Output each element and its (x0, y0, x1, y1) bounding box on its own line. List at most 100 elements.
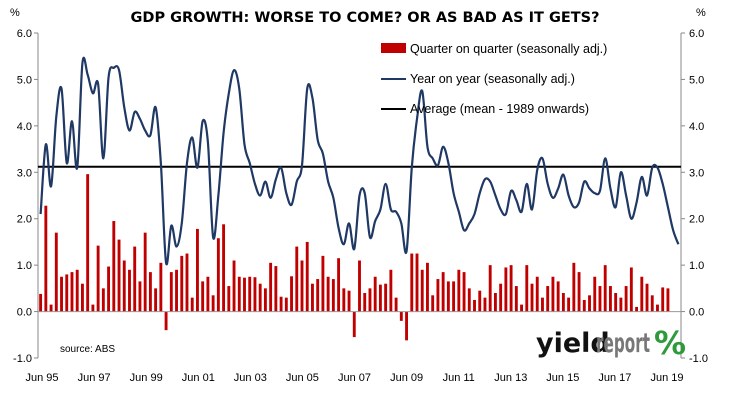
qoq-bar (420, 269, 424, 312)
qoq-bar (81, 283, 84, 312)
qoq-bar (567, 297, 571, 312)
qoq-bar (446, 281, 450, 312)
qoq-bar (347, 290, 351, 312)
right-tick-label: 3.0 (689, 167, 704, 179)
qoq-bar (520, 304, 523, 312)
qoq-bar (65, 274, 69, 312)
qoq-bar (368, 288, 372, 312)
qoq-bar (331, 279, 335, 312)
right-tick-label: 6.0 (689, 28, 704, 40)
qoq-bar (577, 272, 581, 312)
qoq-bar (154, 288, 158, 312)
qoq-bar (504, 267, 508, 312)
qoq-bar (54, 232, 58, 312)
qoq-bar (86, 174, 90, 312)
left-tick-label: 4.0 (17, 121, 32, 133)
qoq-bar (467, 288, 471, 312)
qoq-bar (70, 272, 74, 312)
x-axis: Jun 95 Jun 97 Jun 99 Jun 01 Jun 03 Jun 05 Jun … (25, 372, 683, 384)
qoq-bar (180, 255, 184, 312)
qoq-bar (138, 281, 142, 312)
qoq-bar (143, 232, 147, 312)
qoq-bar (551, 276, 555, 312)
qoq-bar (321, 255, 325, 312)
logo-yield-text: yield (536, 328, 610, 359)
qoq-bar (572, 262, 576, 312)
x-tick-label: Jun 95 (25, 372, 58, 384)
qoq-bar (96, 245, 100, 312)
legend-label-average: Average (mean - 1989 onwards) (410, 102, 589, 116)
qoq-bar (107, 266, 111, 312)
x-tick-label: Jun 03 (234, 372, 267, 384)
qoq-bar (206, 276, 210, 312)
legend-swatch-quarter (381, 43, 406, 53)
qoq-bar (352, 311, 356, 338)
x-tick-label: Jun 99 (130, 372, 163, 384)
quarter-on-quarter-bars (39, 174, 670, 341)
qoq-bar (112, 221, 116, 312)
qoq-bar (582, 299, 586, 312)
right-axis: -1.0 0.0 1.0 2.0 3.0 4.0 5.0 6.0 (681, 28, 708, 365)
qoq-bar (473, 299, 476, 312)
qoq-bar (624, 286, 628, 312)
qoq-bar (650, 295, 654, 312)
logo-report-text: report (596, 328, 650, 359)
qoq-bar (666, 288, 670, 312)
qoq-bar (410, 253, 414, 312)
left-tick-label: -1.0 (13, 353, 32, 365)
qoq-bar (190, 297, 194, 312)
qoq-bar (164, 311, 168, 331)
qoq-bar (284, 297, 288, 312)
qoq-bar (305, 241, 309, 312)
qoq-bar (295, 246, 299, 312)
x-tick-label: Jun 17 (598, 372, 631, 384)
qoq-bar (530, 283, 534, 312)
x-tick-label: Jun 05 (286, 372, 319, 384)
left-tick-label: 6.0 (17, 28, 32, 40)
qoq-bar (499, 283, 503, 312)
legend-label-quarter: Quarter on quarter (seasonally adj.) (410, 42, 607, 56)
right-tick-label: 0.0 (689, 307, 704, 319)
qoq-bar (274, 266, 278, 312)
right-tick-label: 4.0 (689, 121, 704, 133)
x-tick-label: Jun 07 (338, 372, 371, 384)
qoq-bar (122, 260, 126, 312)
qoq-bar (462, 272, 466, 312)
qoq-bar (608, 286, 612, 312)
qoq-bar (216, 238, 220, 312)
right-tick-label: -1.0 (689, 353, 708, 365)
qoq-bar (514, 286, 518, 312)
qoq-bar (635, 306, 639, 312)
qoq-bar (373, 276, 377, 312)
qoq-bar (426, 262, 429, 312)
qoq-bar (60, 276, 63, 312)
qoq-bar (358, 260, 361, 312)
qoq-bar (258, 283, 262, 312)
qoq-bar (640, 276, 644, 312)
qoq-bar (593, 276, 597, 312)
left-tick-label: 5.0 (17, 74, 32, 86)
qoq-bar (603, 265, 607, 312)
right-tick-label: 1.0 (689, 260, 704, 272)
left-tick-label: 0.0 (17, 307, 32, 319)
qoq-bar (316, 279, 320, 312)
source-note: source: ABS (60, 344, 115, 355)
qoq-bar (598, 286, 602, 312)
qoq-bar (185, 253, 189, 312)
x-tick-label: Jun 11 (443, 372, 475, 384)
right-axis-unit: % (696, 7, 706, 19)
qoq-bar (248, 276, 252, 312)
qoq-bar (656, 304, 659, 312)
x-tick-label: Jun 19 (650, 372, 683, 384)
qoq-bar (452, 281, 456, 312)
qoq-bar (243, 277, 246, 312)
qoq-bar (196, 228, 199, 312)
qoq-bar (431, 295, 435, 312)
qoq-bar (44, 205, 48, 312)
qoq-bar (363, 293, 367, 312)
qoq-bar (269, 262, 273, 312)
legend: Quarter on quarter (seasonally adj.) Yea… (381, 42, 607, 116)
right-tick-label: 2.0 (689, 214, 704, 226)
qoq-bar (488, 265, 492, 312)
